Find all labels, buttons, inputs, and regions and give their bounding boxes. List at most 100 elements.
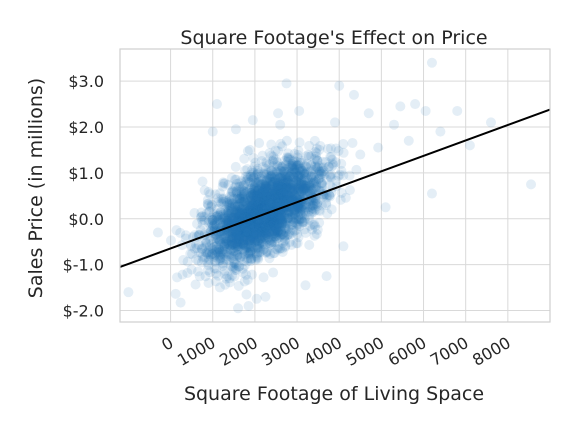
scatter-point <box>275 208 286 219</box>
scatter-point <box>255 188 266 199</box>
scatter-point <box>251 221 262 232</box>
scatter-point <box>249 182 260 193</box>
scatter-point <box>241 174 252 185</box>
scatter-point <box>263 173 274 184</box>
scatter-point <box>311 176 322 187</box>
scatter-point <box>216 211 227 222</box>
scatter-point <box>256 224 267 235</box>
scatter-point <box>217 248 228 259</box>
scatter-point <box>269 218 280 229</box>
scatter-point <box>279 212 290 223</box>
scatter-point <box>263 185 274 196</box>
scatter-point <box>227 228 238 239</box>
scatter-point <box>240 209 251 220</box>
scatter-point <box>293 160 304 171</box>
scatter-point <box>289 185 300 196</box>
scatter-point <box>464 140 475 151</box>
scatter-point <box>245 235 256 246</box>
scatter-point <box>268 151 279 162</box>
scatter-point <box>278 193 289 204</box>
scatter-point <box>277 217 288 228</box>
scatter-point <box>286 194 297 205</box>
scatter-point <box>263 183 274 194</box>
scatter-point <box>257 214 268 225</box>
scatter-point <box>324 180 335 191</box>
scatter-point <box>289 206 300 217</box>
scatter-point <box>323 161 334 172</box>
scatter-point <box>221 273 232 284</box>
scatter-point <box>232 204 243 215</box>
scatter-point <box>283 229 294 240</box>
scatter-point <box>321 199 332 210</box>
scatter-point <box>318 162 329 173</box>
scatter-point <box>291 159 302 170</box>
scatter-point <box>279 180 290 191</box>
scatter-point <box>226 226 237 237</box>
scatter-point <box>233 210 244 221</box>
scatter-point <box>251 207 262 218</box>
scatter-point <box>229 206 240 217</box>
scatter-point <box>224 191 235 202</box>
scatter-point <box>192 266 203 277</box>
scatter-point <box>269 228 280 239</box>
scatter-point <box>230 228 241 239</box>
scatter-point <box>223 239 234 250</box>
scatter-point <box>246 183 257 194</box>
scatter-point <box>289 172 300 183</box>
scatter-point <box>290 191 301 202</box>
scatter-point <box>254 138 265 149</box>
scatter-point <box>264 148 275 159</box>
scatter-point <box>351 164 362 175</box>
scatter-point <box>300 160 311 171</box>
scatter-point <box>252 185 263 196</box>
scatter-point <box>301 167 312 178</box>
scatter-point <box>247 193 258 204</box>
scatter-point <box>276 186 287 197</box>
scatter-point <box>231 232 242 243</box>
scatter-point <box>182 256 193 267</box>
scatter-point <box>304 180 315 191</box>
scatter-point <box>235 210 246 221</box>
scatter-point <box>197 215 208 226</box>
scatter-point <box>228 250 239 261</box>
scatter-point <box>238 237 249 248</box>
scatter-point <box>273 227 284 238</box>
scatter-point <box>276 214 287 225</box>
scatter-point <box>252 190 263 201</box>
scatter-point <box>235 211 246 222</box>
scatter-point <box>262 226 273 237</box>
scatter-point <box>231 206 242 217</box>
scatter-point <box>277 141 288 152</box>
scatter-point <box>244 200 255 211</box>
scatter-point <box>435 126 446 137</box>
scatter-point <box>198 254 209 265</box>
scatter-point <box>222 238 233 249</box>
scatter-point <box>203 247 214 258</box>
scatter-point <box>240 223 251 234</box>
scatter-point <box>263 221 274 232</box>
scatter-point <box>294 185 305 196</box>
scatter-point <box>257 203 268 214</box>
scatter-point <box>259 218 270 229</box>
scatter-point <box>291 224 302 235</box>
scatter-point <box>266 191 277 202</box>
scatter-point <box>240 222 251 233</box>
scatter-point <box>237 224 248 235</box>
scatter-point <box>222 241 233 252</box>
scatter-point <box>281 164 292 175</box>
scatter-point <box>272 181 283 192</box>
scatter-point <box>255 197 266 208</box>
scatter-point <box>275 188 286 199</box>
scatter-point <box>287 163 298 174</box>
scatter-point <box>271 182 282 193</box>
scatter-point <box>258 224 269 235</box>
scatter-point <box>338 138 349 149</box>
scatter-point <box>273 181 284 192</box>
scatter-point <box>240 227 251 238</box>
scatter-point <box>276 229 287 240</box>
scatter-point <box>263 187 274 198</box>
scatter-point <box>264 189 275 200</box>
scatter-point <box>274 173 285 184</box>
scatter-point <box>246 193 257 204</box>
scatter-point <box>206 222 217 233</box>
